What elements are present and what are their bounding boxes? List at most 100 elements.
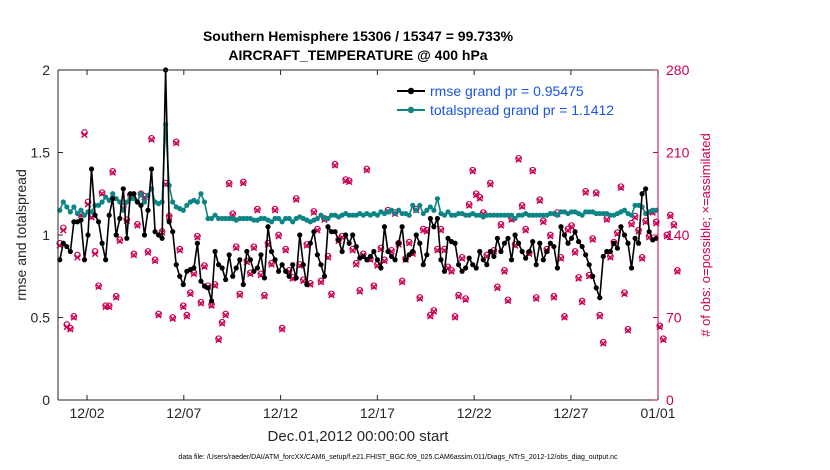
totalspread-point — [268, 219, 275, 225]
obs-possible-marker — [172, 138, 180, 146]
rmse-point — [420, 262, 426, 268]
axis-ticks: 12/02 12/07 12/12 12/17 12/22 12/27 01/0100.51… — [31, 62, 690, 421]
rmse-point — [258, 252, 264, 258]
obs-possible-marker — [363, 165, 371, 173]
totalspread-point — [81, 212, 88, 218]
rmse-point — [498, 248, 504, 255]
rmse-point — [537, 240, 543, 246]
obs-assimilated-marker — [504, 297, 512, 305]
totalspread-point — [286, 215, 292, 222]
totalspread-point — [431, 207, 437, 213]
obs-possible-marker — [98, 189, 106, 196]
obs-possible-marker — [494, 283, 501, 291]
obs-assimilated-marker — [91, 250, 99, 258]
rmse-point — [473, 265, 479, 271]
rmse-point — [251, 268, 257, 274]
obs-assimilated-marker — [67, 325, 74, 333]
rmse-point — [438, 257, 444, 263]
obs-assimilated-marker — [95, 283, 102, 291]
totalspread-point — [413, 207, 419, 213]
rmse-point — [607, 248, 613, 255]
obs-possible-marker — [187, 289, 194, 297]
totalspread-point — [184, 202, 190, 208]
obs-possible-marker — [239, 178, 247, 186]
obs-possible-marker — [575, 274, 582, 281]
obs-assimilated-marker — [268, 261, 275, 268]
obs-assimilated-marker — [628, 221, 635, 228]
rmse-point — [212, 248, 218, 255]
obs-assimilated-marker — [617, 184, 625, 192]
rmse-point — [410, 248, 416, 255]
obs-possible-marker — [578, 297, 586, 305]
rmse-point — [639, 191, 645, 197]
rmse-point — [547, 240, 553, 246]
rmse-point — [325, 224, 331, 230]
rmse-point — [120, 186, 126, 192]
obs-assimilated-marker — [578, 298, 586, 306]
rmse-point — [67, 248, 73, 255]
obs-possible-marker — [310, 208, 318, 215]
obs-possible-marker — [275, 231, 282, 239]
y-axis-label-right: # of obs: o=possible; ×=assimilated — [698, 133, 713, 336]
obs-assimilated-marker — [497, 222, 505, 229]
obs-possible-marker — [462, 295, 469, 302]
rmse-point — [78, 217, 84, 223]
rmse-point — [477, 248, 483, 255]
obs-assimilated-marker — [190, 270, 198, 278]
rmse-point — [272, 257, 278, 263]
obs-possible-marker — [261, 291, 268, 299]
totalspread-point — [124, 199, 130, 205]
rmse-point — [403, 257, 409, 263]
rmse-point — [395, 240, 402, 246]
obs-assimilated-marker — [208, 302, 215, 310]
obs-possible-marker — [197, 298, 205, 306]
obs-assimilated-marker — [176, 247, 184, 254]
y-right-tick-label: 140 — [666, 227, 690, 243]
rmse-point — [646, 229, 652, 235]
obs-assimilated-marker — [261, 292, 268, 300]
totalspread-point — [434, 196, 441, 202]
totalspread-point — [554, 212, 561, 218]
y-left-tick-label: 2 — [42, 62, 50, 78]
rmse-point — [81, 257, 88, 263]
rmse-point — [487, 248, 493, 255]
totalspread-point — [194, 199, 201, 205]
totalspread-point — [579, 212, 585, 218]
obs-assimilated-marker — [218, 320, 226, 327]
rmse-point — [628, 265, 635, 271]
rmse-point — [64, 243, 70, 250]
obs-assimilated-marker — [561, 314, 568, 321]
obs-assimilated-marker — [310, 209, 318, 216]
x-axis-label: Dec.01,2012 00:00:00 start — [268, 428, 450, 445]
rmse-point — [572, 229, 578, 235]
totalspread-point — [180, 207, 186, 213]
obs-assimilated-marker — [116, 237, 124, 245]
obs-assimilated-marker — [179, 303, 187, 311]
rmse-series — [57, 67, 659, 304]
obs-possible-marker — [70, 312, 78, 320]
rmse-point — [378, 265, 384, 271]
totalspread-point — [445, 209, 451, 215]
totalspread-point — [392, 210, 398, 217]
rmse-point — [530, 239, 536, 245]
obs-possible-marker — [656, 322, 664, 330]
rmse-point — [297, 232, 303, 238]
totalspread-point — [212, 212, 218, 218]
obs-possible-marker — [292, 195, 300, 202]
obs-possible-marker — [215, 335, 222, 343]
totalspread-point — [621, 207, 628, 213]
rmse-point — [441, 268, 448, 274]
obs-possible-marker — [659, 335, 667, 343]
obs-possible-marker — [582, 188, 589, 195]
rmse-point — [399, 224, 405, 230]
obs-assimilated-marker — [427, 313, 434, 320]
obs-possible-marker — [663, 231, 671, 239]
rmse-point — [463, 265, 469, 271]
obs-assimilated-marker — [455, 292, 462, 300]
obs-assimilated-marker — [201, 263, 208, 271]
obs-possible-marker — [95, 282, 102, 290]
obs-possible-marker — [638, 254, 646, 261]
rmse-point — [205, 285, 211, 291]
totalspread-point — [318, 212, 324, 218]
rmse-point — [558, 224, 564, 230]
